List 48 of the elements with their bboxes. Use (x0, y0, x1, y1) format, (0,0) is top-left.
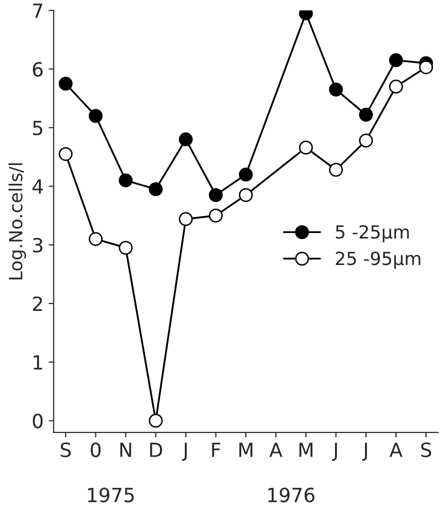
point (359, 134, 373, 148)
point (88, 232, 103, 246)
x-tick-label: J (182, 442, 187, 461)
x-tick-label: D (150, 442, 162, 457)
x-tick-label: M (299, 442, 312, 457)
y-tick-label: 2 (32, 296, 42, 311)
x-tick-label: A (269, 442, 282, 457)
x-tick-label: J (332, 442, 337, 461)
x-tick-label: S (421, 442, 432, 458)
point (359, 108, 373, 122)
point (238, 188, 253, 202)
point (419, 60, 433, 74)
point (329, 82, 343, 96)
point (118, 173, 133, 188)
point (178, 132, 193, 146)
x-tick-label: 0 (90, 442, 101, 458)
y-tick-label: 6 (32, 62, 43, 77)
point (329, 162, 343, 177)
y-tick-label: 0 (32, 414, 43, 428)
y-tick-label: 3 (33, 238, 42, 253)
point (148, 414, 163, 428)
point (208, 188, 223, 202)
point (298, 140, 313, 155)
point (58, 147, 73, 161)
x-tick-label: A (390, 442, 403, 457)
text: 1975 (88, 488, 134, 502)
point (208, 208, 223, 223)
point (238, 168, 253, 182)
y-tick-label: 4 (32, 179, 43, 194)
y-tick-label: 1 (34, 355, 42, 370)
point (389, 80, 403, 94)
x-tick-label: M (239, 442, 252, 457)
point (389, 53, 403, 68)
point (178, 212, 193, 226)
legend-label: 5 -25μm (336, 225, 409, 242)
y-tick-label: 5 (33, 120, 42, 136)
y-axis-title: Log.No.cells/l (8, 163, 26, 280)
legend-label: 25 -95μm (336, 252, 420, 269)
x-tick-label: S (60, 442, 71, 458)
point (58, 76, 73, 91)
x-tick-label: N (120, 442, 132, 457)
point (88, 108, 103, 123)
point (148, 182, 163, 196)
x-tick-label: J (362, 442, 367, 461)
x-tick-label: F (212, 442, 220, 457)
text: 1976 (268, 488, 314, 502)
point (118, 240, 133, 255)
y-tick-label: 7 (33, 4, 42, 18)
